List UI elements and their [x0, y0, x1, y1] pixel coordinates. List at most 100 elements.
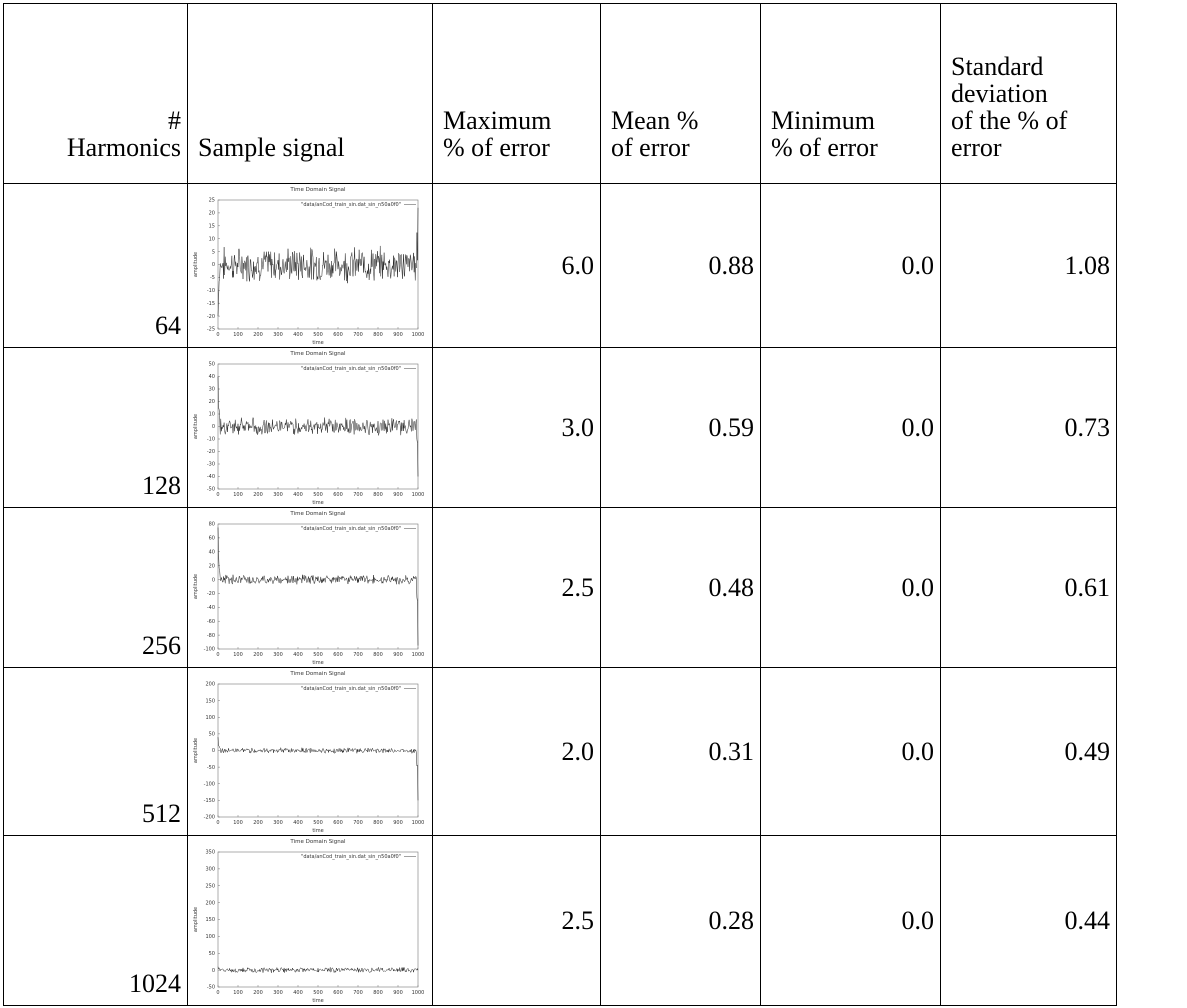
x-tick-label: 1000 [412, 652, 425, 658]
y-tick-label: 40 [209, 549, 215, 555]
y-tick-label: -50 [207, 765, 215, 771]
y-tick-label: -100 [204, 647, 215, 653]
legend-label: "data/anCod_train_sin.dat_sin_n50a0f0" [301, 526, 401, 532]
y-tick-label: 0 [212, 424, 215, 430]
sample-signal-chart: Time Domain Signal350300250200150100500-… [193, 839, 424, 1004]
x-tick-label: 400 [293, 492, 303, 498]
mean-error-cell: 0.59 [600, 347, 761, 508]
min-error-cell: 0.0 [760, 347, 941, 508]
max-error-cell: 2.0 [432, 667, 601, 836]
y-tick-label: 150 [205, 698, 215, 704]
x-tick-label: 400 [293, 652, 303, 658]
y-tick-label: -20 [207, 314, 215, 320]
x-tick-label: 500 [313, 990, 323, 996]
table-row: 1024 Time Domain Signal 350 300 250 200 150 10… [3, 835, 1117, 1006]
std-error-cell: 0.61 [940, 507, 1117, 668]
x-tick-label: 0 [216, 332, 219, 338]
x-tick-label: 900 [393, 332, 403, 338]
legend-label: "data/anCod_train_sin.dat_sin_n50a0f0" [301, 202, 401, 208]
y-tick-label: 100 [205, 715, 215, 721]
sample-signal-cell: Time Domain Signal 350 300 250 200 150 100 50 0-… [187, 835, 433, 1006]
x-tick-label: 400 [293, 990, 303, 996]
x-tick-label: 700 [353, 492, 363, 498]
max-error-cell: 6.0 [432, 183, 601, 348]
y-tick-label: 0 [212, 748, 215, 754]
std-error-cell: 1.08 [940, 183, 1117, 348]
results-table: # Harmonics Sample signal Maximum% of err… [3, 3, 1117, 1006]
x-tick-label: 200 [253, 990, 263, 996]
x-tick-label: 200 [253, 492, 263, 498]
max-error-cell: 2.5 [432, 835, 601, 1006]
x-tick-label: 800 [373, 492, 383, 498]
x-tick-label: 0 [216, 820, 219, 826]
table-row: 64 Time Domain Signal 25 20 15 10 5 0 -5 -10 -15 -… [3, 183, 1117, 348]
std-error-cell: 0.44 [940, 835, 1117, 1006]
x-tick-label: 600 [333, 652, 343, 658]
y-tick-label: -10 [207, 437, 215, 443]
legend-label: "data/anCod_train_sin.dat_sin_n50a0f0" [301, 366, 401, 372]
signal-series-line [217, 737, 419, 801]
y-axis-label: amplitude [193, 414, 199, 439]
mean-error-cell: 0.48 [600, 507, 761, 668]
y-tick-label: -40 [207, 605, 215, 611]
harmonics-cell: 256 [3, 507, 188, 668]
harmonics-header: # Harmonics [3, 3, 188, 184]
y-tick-label: 25 [209, 198, 215, 204]
y-axis-label: amplitude [193, 574, 199, 599]
x-tick-label: 400 [293, 820, 303, 826]
y-axis-label: amplitude [193, 907, 199, 932]
y-tick-label: -100 [204, 781, 215, 787]
x-tick-label: 800 [373, 990, 383, 996]
y-tick-label: 100 [205, 934, 215, 940]
sample-signal-cell: Time Domain Signal 50 40 30 20 10 0 -10 -20 -30 -4… [187, 347, 433, 508]
y-tick-label: 30 [209, 387, 215, 393]
x-tick-label: 500 [313, 820, 323, 826]
y-tick-label: 80 [209, 522, 215, 528]
y-tick-label: 50 [209, 951, 215, 957]
mean-error-cell: 0.28 [600, 835, 761, 1006]
y-tick-label: 200 [205, 900, 215, 906]
min-error-cell: 0.0 [760, 835, 941, 1006]
x-tick-label: 100 [233, 332, 243, 338]
y-tick-label: 350 [205, 850, 215, 856]
sample-signal-chart: Time Domain Signal 25 20 15 10 5 0 -5 -10 -15 -20 -… [193, 187, 424, 346]
x-tick-label: 300 [273, 652, 283, 658]
x-tick-label: 500 [313, 332, 323, 338]
header-row: # Harmonics Sample signal Maximum% of err… [3, 3, 1117, 184]
y-tick-label: 10 [209, 236, 215, 242]
x-tick-label: 1000 [412, 820, 425, 826]
mean-error-cell: 0.88 [600, 183, 761, 348]
x-axis-label: time [312, 660, 323, 666]
y-tick-label: -200 [204, 815, 215, 821]
x-tick-label: 300 [273, 990, 283, 996]
chart-title: Time Domain Signal [289, 511, 346, 517]
x-tick-label: 100 [233, 652, 243, 658]
x-axis-label: time [312, 500, 323, 506]
y-tick-label: 60 [209, 536, 215, 542]
y-tick-label: 0 [212, 968, 215, 974]
x-tick-label: 300 [273, 492, 283, 498]
std-error-cell: 0.49 [940, 667, 1117, 836]
x-tick-label: 200 [253, 820, 263, 826]
x-tick-label: 100 [233, 820, 243, 826]
x-tick-label: 700 [353, 990, 363, 996]
y-tick-label: -50 [207, 985, 215, 991]
sample-signal-chart: Time Domain Signal50403020100-10-20-30-4… [193, 351, 424, 506]
y-tick-label: 20 [209, 399, 215, 405]
min-error-cell: 0.0 [760, 183, 941, 348]
plot-frame [217, 851, 419, 988]
y-tick-label: -30 [207, 462, 215, 468]
x-tick-label: 300 [273, 332, 283, 338]
x-tick-label: 200 [253, 652, 263, 658]
sample-signal-cell: Time Domain Signal 80 60 40 20 0 -20 -40 -60 -80-… [187, 507, 433, 668]
min-error-header: Minimum% of error [760, 3, 941, 184]
y-tick-label: 0 [212, 577, 215, 583]
table-row: 256 Time Domain Signal 80 60 40 20 0 -20 -40 -60… [3, 507, 1117, 668]
x-axis-label: time [312, 998, 323, 1004]
plot-frame [217, 523, 419, 650]
signal-series-line [217, 207, 419, 317]
x-tick-label: 600 [333, 492, 343, 498]
x-tick-label: 700 [353, 652, 363, 658]
harmonics-cell: 128 [3, 347, 188, 508]
y-tick-label: -20 [207, 591, 215, 597]
